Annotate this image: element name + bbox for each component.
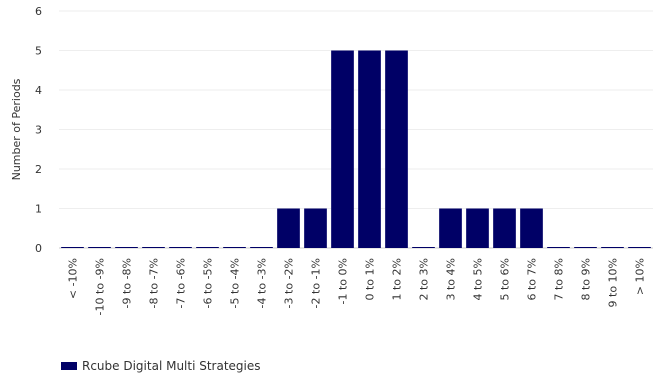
y-axis-ticks: 0 1 2 3 4 5 6 (35, 5, 42, 255)
y-axis-label: Number of Periods (10, 78, 23, 180)
x-tick-label: 1 to 2% (391, 258, 404, 301)
y-tick-label: 1 (35, 203, 42, 216)
x-tick-label: 5 to 6% (499, 258, 512, 301)
bars (61, 50, 651, 249)
x-tick-label: 9 to 10% (607, 258, 620, 307)
bar[interactable] (574, 247, 597, 248)
x-tick-label: -7 to -6% (175, 258, 188, 308)
x-tick-label: 3 to 4% (445, 258, 458, 301)
x-tick-label: < -10% (67, 258, 80, 299)
bar[interactable] (88, 247, 111, 248)
x-tick-label: -8 to -7% (148, 258, 161, 308)
bar[interactable] (277, 208, 300, 249)
x-tick-label: 8 to 9% (580, 258, 593, 301)
bar[interactable] (466, 208, 489, 249)
x-tick-label: 0 to 1% (364, 258, 377, 301)
x-tick-label: 6 to 7% (526, 258, 539, 301)
bar[interactable] (493, 208, 516, 249)
y-tick-label: 4 (35, 84, 42, 97)
x-tick-label: -3 to -2% (283, 258, 296, 308)
bar[interactable] (385, 50, 408, 249)
legend[interactable]: Rcube Digital Multi Strategies (61, 359, 261, 373)
bar[interactable] (412, 247, 435, 248)
x-tick-label: -9 to -8% (121, 258, 134, 308)
bar[interactable] (520, 208, 543, 249)
bar[interactable] (250, 247, 273, 248)
y-tick-label: 6 (35, 5, 42, 18)
x-tick-label: 2 to 3% (418, 258, 431, 301)
x-tick-label: -5 to -4% (229, 258, 242, 308)
bar[interactable] (358, 50, 381, 249)
x-tick-label: -2 to -1% (310, 258, 323, 308)
y-tick-label: 5 (35, 45, 42, 58)
x-tick-label: 4 to 5% (472, 258, 485, 301)
bar[interactable] (115, 247, 138, 248)
x-tick-label: -10 to -9% (94, 258, 107, 315)
bar[interactable] (169, 247, 192, 248)
x-tick-label: 7 to 8% (553, 258, 566, 301)
x-tick-label: -1 to 0% (337, 258, 350, 304)
y-tick-label: 3 (35, 124, 42, 137)
bar[interactable] (196, 247, 219, 248)
x-tick-label: -6 to -5% (202, 258, 215, 308)
x-tick-label: -4 to -3% (256, 258, 269, 308)
bar[interactable] (628, 247, 651, 248)
bar[interactable] (601, 247, 624, 248)
bar[interactable] (547, 247, 570, 248)
bar[interactable] (223, 247, 246, 248)
x-tick-label: > 10% (634, 258, 647, 295)
legend-swatch (61, 362, 77, 370)
bar[interactable] (304, 208, 327, 249)
bar[interactable] (331, 50, 354, 249)
bar[interactable] (61, 247, 84, 248)
x-axis-ticks: < -10% -10 to -9% -9 to -8% -8 to -7% -7 to … (67, 258, 647, 315)
legend-label: Rcube Digital Multi Strategies (82, 359, 261, 373)
gridlines (59, 10, 653, 249)
y-tick-label: 2 (35, 163, 42, 176)
bar[interactable] (439, 208, 462, 249)
y-tick-label: 0 (35, 242, 42, 255)
bar[interactable] (142, 247, 165, 248)
